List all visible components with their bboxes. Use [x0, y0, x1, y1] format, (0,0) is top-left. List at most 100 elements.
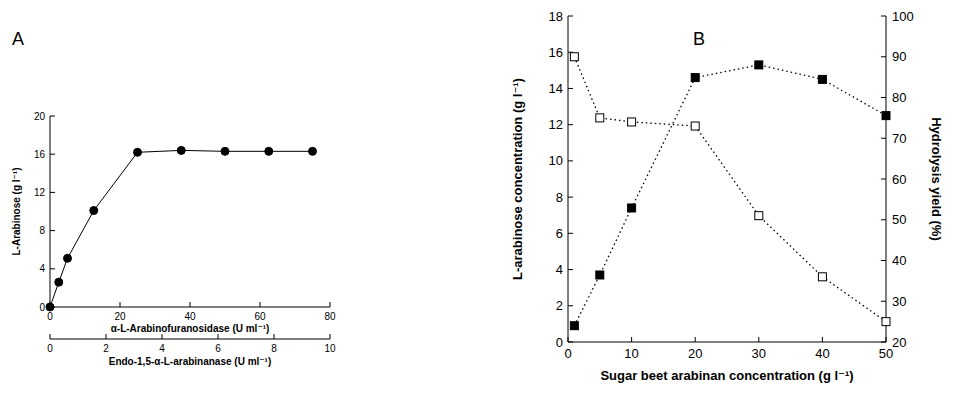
y2-tick — [881, 219, 886, 220]
y2-tick-label: 20 — [892, 335, 906, 350]
x-tick — [822, 337, 823, 342]
x-tick — [190, 302, 191, 307]
data-point — [755, 61, 763, 69]
y-tick-label: 2 — [556, 298, 563, 313]
data-point — [596, 271, 604, 279]
y-tick — [568, 160, 573, 161]
data-point — [570, 53, 578, 61]
data-point — [818, 75, 826, 83]
x-tick-label: 0 — [47, 311, 53, 322]
x-tick-label: 30 — [752, 346, 766, 361]
y-tick — [50, 268, 55, 269]
x-tick-label: 40 — [815, 346, 829, 361]
y-tick-label: 18 — [549, 9, 563, 24]
x-axis — [568, 342, 886, 343]
x-tick-label: 80 — [324, 311, 336, 322]
data-point — [265, 147, 273, 155]
y-tick — [50, 230, 55, 231]
data-point — [309, 147, 317, 155]
y-tick — [568, 233, 573, 234]
x2-tick — [274, 334, 275, 339]
data-point — [691, 122, 699, 130]
y-tick-label: 12 — [549, 117, 563, 132]
y-tick — [568, 269, 573, 270]
y2-tick-label: 80 — [892, 90, 906, 105]
x2-tick — [106, 334, 107, 339]
y2-tick-label: 40 — [892, 253, 906, 268]
data-point — [570, 322, 578, 330]
data-point — [628, 204, 636, 212]
data-point — [818, 273, 826, 281]
x2-tick — [50, 334, 51, 339]
x2-tick-label: 10 — [324, 343, 336, 354]
y-tick — [568, 16, 573, 17]
y2-tick — [881, 342, 886, 343]
y-tick — [50, 192, 55, 193]
x-tick-label: 60 — [254, 311, 266, 322]
x2-tick — [162, 334, 163, 339]
x2-axis — [50, 339, 330, 340]
y-tick — [568, 88, 573, 89]
data-point — [55, 278, 63, 286]
series-line — [574, 65, 886, 326]
y-tick-label: 14 — [549, 81, 563, 96]
panel: B010203040500246810121416182030405060708… — [510, 9, 944, 383]
data-point — [90, 207, 98, 215]
panel-letter: A — [12, 29, 24, 49]
data-point — [755, 212, 763, 220]
y2-tick — [881, 179, 886, 180]
y-tick-label: 4 — [556, 262, 563, 277]
y-tick — [568, 305, 573, 306]
x-tick — [260, 302, 261, 307]
x-axis-label: Sugar beet arabinan concentration (g l⁻¹… — [600, 368, 853, 383]
y-tick-label: 0 — [556, 335, 563, 350]
x-tick-label: 20 — [114, 311, 126, 322]
y2-tick-label: 90 — [892, 49, 906, 64]
y2-tick — [881, 16, 886, 17]
y2-tick — [881, 56, 886, 57]
y-tick — [568, 342, 573, 343]
x2-tick-label: 4 — [159, 343, 165, 354]
data-point — [221, 147, 229, 155]
x2-tick — [330, 334, 331, 339]
y-tick-label: 8 — [39, 225, 45, 236]
y-axis-label: L-arabinose concentration (g l⁻¹) — [510, 78, 525, 280]
y-tick — [50, 116, 55, 117]
y2-tick-label: 30 — [892, 294, 906, 309]
x-tick — [120, 302, 121, 307]
x-tick-label: 0 — [564, 346, 571, 361]
x-tick — [695, 337, 696, 342]
y-tick-label: 4 — [39, 263, 45, 274]
data-point — [177, 146, 185, 154]
x2-tick — [218, 334, 219, 339]
y-tick-label: 8 — [556, 190, 563, 205]
data-point — [882, 112, 890, 120]
y-tick — [568, 124, 573, 125]
x2-tick-label: 0 — [47, 343, 53, 354]
y-axis — [50, 116, 51, 307]
x-tick — [631, 337, 632, 342]
x-tick-label: 10 — [624, 346, 638, 361]
data-point — [628, 118, 636, 126]
chart-canvas: A020406080048121620α-L-Arabinofuranosida… — [0, 0, 974, 402]
data-point — [64, 254, 72, 262]
y2-tick — [881, 301, 886, 302]
panel: A020406080048121620α-L-Arabinofuranosida… — [11, 29, 336, 367]
x2-axis-label: Endo-1,5-α-L-arabinanase (U ml⁻¹) — [109, 356, 272, 367]
y-tick-label: 16 — [549, 45, 563, 60]
y-tick-label: 16 — [34, 149, 46, 160]
y-tick-label: 10 — [549, 153, 563, 168]
x-tick-label: 40 — [184, 311, 196, 322]
x-tick — [886, 337, 887, 342]
y2-axis-label: Hydrolysis yield (%) — [929, 117, 944, 241]
data-point — [691, 74, 699, 82]
y2-tick-label: 100 — [892, 9, 914, 24]
y2-tick-label: 60 — [892, 172, 906, 187]
x2-tick-label: 6 — [215, 343, 221, 354]
data-point — [596, 114, 604, 122]
data-point — [882, 318, 890, 326]
y-axis-label: L-Arabinose (g l⁻¹) — [11, 167, 22, 255]
y-tick-label: 6 — [556, 226, 563, 241]
x2-tick-label: 2 — [103, 343, 109, 354]
y-tick-label: 0 — [39, 302, 45, 313]
